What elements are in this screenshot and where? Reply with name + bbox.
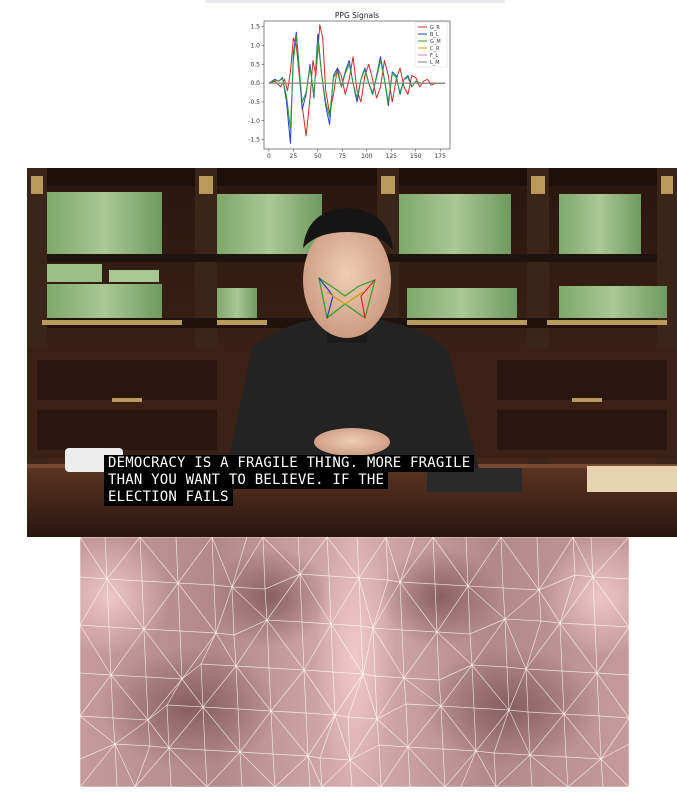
- y-tick-label: 0.0: [250, 80, 260, 87]
- y-tick-label: 1.0: [250, 42, 260, 49]
- person-suit: [227, 316, 479, 468]
- desk-folder: [427, 468, 522, 492]
- subtitle-line-2: THAN YOU WANT TO BELIEVE. IF THE: [104, 472, 389, 489]
- books-lower: [47, 264, 667, 318]
- desk-tray: [587, 466, 677, 492]
- person-hands: [314, 428, 390, 456]
- person-face: [303, 222, 391, 338]
- y-tick-label: -1.0: [248, 118, 260, 125]
- legend-label: B_L: [430, 32, 439, 38]
- ppg-chart: PPG Signals 0 25 50 75 100 125 150 175 -1.5 -1.0 -…: [226, 8, 458, 163]
- series-line-g-r: [268, 24, 446, 137]
- chart-title: PPG Signals: [335, 11, 379, 20]
- x-tick-label: 125: [386, 153, 398, 160]
- subtitle-line-1: DEMOCRACY IS A FRAGILE THING. MORE FRAGI…: [104, 455, 475, 472]
- chart-legend: G_RB_LG_MC_RF_LL_M: [414, 21, 448, 68]
- books-upper: [47, 192, 641, 254]
- face-mesh-wireframe: [80, 537, 629, 787]
- top-strip: [205, 0, 505, 3]
- legend-box: [414, 21, 448, 68]
- y-tick-label: 1.5: [250, 24, 260, 31]
- x-tick-label: 150: [410, 153, 422, 160]
- x-tick-label: 0: [267, 153, 271, 160]
- subtitle-line-3: ELECTION FAILS: [104, 489, 233, 506]
- person-hair: [303, 208, 393, 250]
- legend-label: G_M: [430, 39, 441, 45]
- gold-ornaments: [31, 176, 673, 325]
- ppg-chart-svg: PPG Signals 0 25 50 75 100 125 150 175 -1.5 -1.0 -…: [248, 11, 451, 160]
- y-tick-label: -1.5: [248, 137, 260, 144]
- face-mesh-svg: [80, 537, 629, 787]
- face-texture-map: [80, 537, 629, 787]
- y-tick-label: 0.5: [250, 61, 260, 68]
- legend-label: F_L: [430, 53, 438, 59]
- y-tick-label: -0.5: [248, 99, 260, 106]
- x-tick-label: 50: [314, 153, 322, 160]
- face-landmark-overlay: [318, 276, 376, 320]
- x-tick-label: 75: [338, 153, 346, 160]
- legend-label: C_R: [430, 46, 440, 52]
- subtitle-box: DEMOCRACY IS A FRAGILE THING. MORE FRAGI…: [104, 455, 514, 506]
- x-tick-label: 25: [290, 153, 298, 160]
- legend-label: L_M: [430, 60, 440, 66]
- legend-label: G_R: [430, 25, 440, 31]
- x-tick-label: 175: [434, 153, 446, 160]
- x-tick-label: 100: [361, 153, 373, 160]
